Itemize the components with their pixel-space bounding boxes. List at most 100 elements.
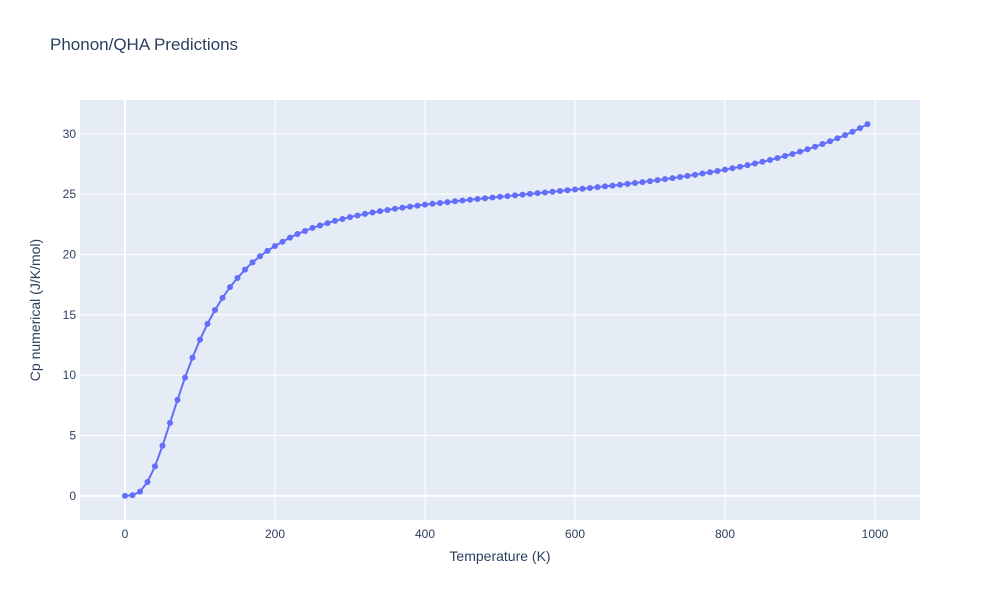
data-point[interactable] (287, 234, 293, 241)
data-point[interactable] (534, 190, 541, 197)
data-point[interactable] (339, 216, 346, 222)
data-point[interactable] (354, 212, 361, 219)
data-point[interactable] (632, 180, 638, 187)
data-point[interactable] (752, 160, 758, 167)
data-point[interactable] (849, 128, 856, 135)
data-point[interactable] (797, 148, 803, 155)
data-point[interactable] (767, 156, 773, 163)
data-point[interactable] (347, 214, 353, 221)
data-point[interactable] (174, 396, 181, 403)
data-point[interactable] (189, 354, 196, 361)
data-point[interactable] (452, 198, 458, 205)
data-point[interactable] (684, 172, 691, 179)
data-point[interactable] (864, 121, 871, 128)
data-point[interactable] (609, 182, 616, 189)
data-point[interactable] (362, 210, 368, 217)
data-point[interactable] (834, 135, 841, 142)
data-point[interactable] (377, 208, 383, 215)
data-point[interactable] (302, 227, 308, 234)
data-point[interactable] (564, 187, 571, 194)
data-point[interactable] (594, 184, 601, 191)
data-point[interactable] (407, 203, 413, 210)
data-point[interactable] (714, 167, 721, 174)
data-point[interactable] (212, 307, 218, 313)
data-point[interactable] (782, 153, 788, 159)
data-point[interactable] (204, 320, 211, 327)
data-point[interactable] (437, 199, 443, 206)
data-point[interactable] (459, 197, 466, 204)
data-point[interactable] (234, 275, 241, 282)
data-point[interactable] (219, 294, 226, 301)
data-point[interactable] (617, 181, 623, 188)
data-point[interactable] (759, 158, 766, 165)
data-point[interactable] (384, 206, 391, 213)
data-point[interactable] (602, 183, 608, 190)
data-point[interactable] (422, 201, 428, 208)
data-point[interactable] (819, 141, 826, 148)
data-point[interactable] (707, 169, 713, 176)
data-point[interactable] (264, 247, 271, 254)
data-point[interactable] (504, 193, 511, 200)
data-point[interactable] (669, 175, 676, 182)
data-point[interactable] (699, 170, 706, 177)
data-point[interactable] (227, 284, 233, 291)
data-point[interactable] (624, 180, 631, 187)
data-point[interactable] (279, 238, 286, 245)
data-point[interactable] (167, 419, 173, 426)
data-point[interactable] (399, 204, 406, 211)
data-point[interactable] (639, 179, 646, 186)
data-point[interactable] (729, 165, 736, 172)
data-point[interactable] (654, 177, 661, 184)
data-point[interactable] (294, 230, 301, 237)
data-point[interactable] (482, 195, 488, 202)
data-point[interactable] (827, 138, 833, 145)
data-point[interactable] (369, 209, 376, 216)
data-point[interactable] (789, 150, 796, 157)
data-point[interactable] (129, 492, 136, 499)
data-point[interactable] (737, 163, 743, 170)
data-point[interactable] (122, 492, 128, 499)
data-point[interactable] (324, 220, 331, 227)
data-point[interactable] (242, 266, 248, 273)
data-point[interactable] (489, 194, 496, 201)
data-point[interactable] (587, 184, 593, 191)
data-point[interactable] (249, 259, 256, 266)
data-point[interactable] (647, 178, 653, 185)
data-point[interactable] (774, 155, 781, 162)
data-point[interactable] (497, 193, 503, 200)
data-point[interactable] (722, 166, 728, 173)
data-point[interactable] (804, 146, 811, 153)
data-point[interactable] (317, 222, 323, 229)
data-point[interactable] (579, 185, 586, 192)
data-point[interactable] (159, 442, 166, 449)
data-point[interactable] (677, 174, 683, 180)
data-point[interactable] (572, 186, 578, 193)
data-point[interactable] (152, 463, 158, 470)
data-point[interactable] (512, 192, 518, 199)
data-point[interactable] (527, 190, 533, 197)
data-point[interactable] (542, 189, 548, 196)
data-point[interactable] (257, 253, 263, 260)
data-point[interactable] (414, 202, 421, 209)
data-point[interactable] (144, 478, 151, 485)
data-point[interactable] (474, 195, 481, 202)
data-point[interactable] (137, 488, 143, 495)
data-point[interactable] (857, 125, 863, 132)
data-point[interactable] (519, 191, 526, 198)
data-point[interactable] (467, 196, 473, 203)
data-point[interactable] (557, 188, 563, 194)
data-point[interactable] (692, 171, 698, 178)
data-point[interactable] (332, 217, 338, 224)
data-point[interactable] (812, 143, 818, 150)
data-point[interactable] (182, 374, 188, 381)
data-point[interactable] (272, 243, 278, 250)
data-point[interactable] (429, 200, 436, 207)
data-point[interactable] (662, 176, 668, 183)
data-point[interactable] (549, 188, 556, 195)
data-point[interactable] (392, 205, 398, 212)
data-point[interactable] (444, 199, 451, 206)
data-point[interactable] (842, 132, 848, 139)
data-point[interactable] (744, 162, 751, 169)
data-point[interactable] (309, 224, 316, 231)
data-point[interactable] (197, 336, 203, 343)
